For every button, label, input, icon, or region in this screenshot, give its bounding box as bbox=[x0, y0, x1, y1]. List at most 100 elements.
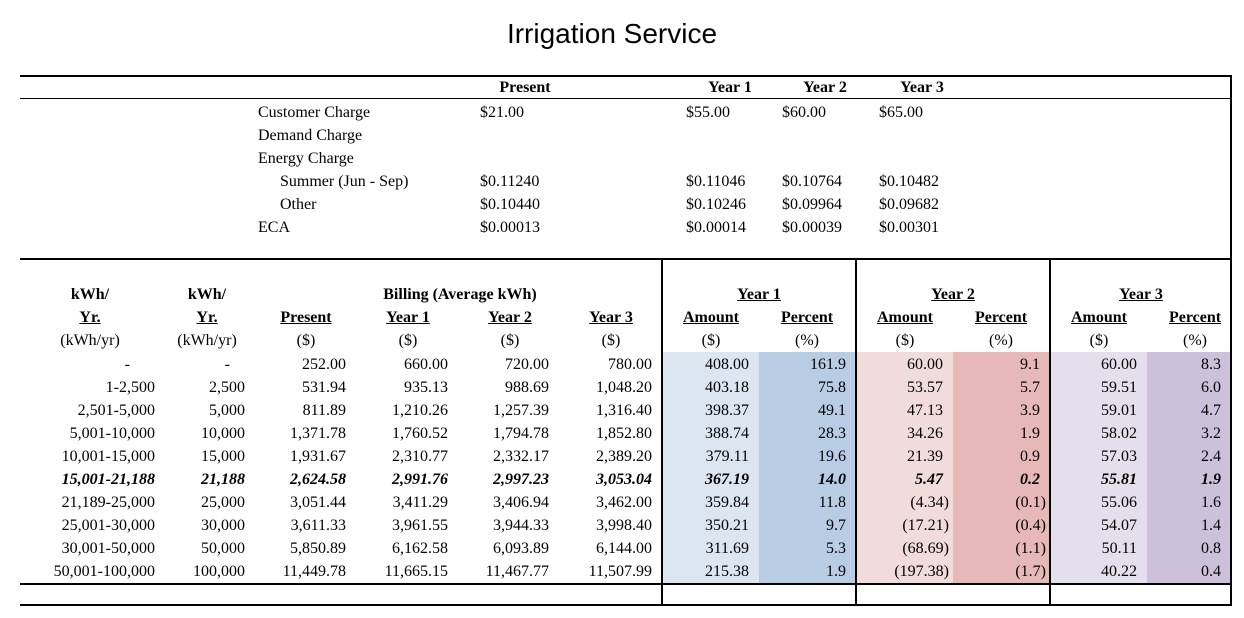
rate-value: $0.00039 bbox=[782, 219, 842, 236]
rate-row-label: Demand Charge bbox=[258, 127, 363, 144]
billing-cell-p1: 161.9 bbox=[810, 356, 846, 373]
billing-cell-present: 3,611.33 bbox=[290, 517, 346, 534]
billing-cell-y2: 11,467.77 bbox=[485, 563, 549, 580]
billing-cell-a3: 57.03 bbox=[1101, 448, 1137, 465]
divider-year2 bbox=[855, 258, 857, 606]
billing-cell-kwh: 5,000 bbox=[209, 402, 245, 419]
billing-cell-range: - bbox=[124, 356, 130, 373]
billing-cell-a2: 47.13 bbox=[907, 402, 943, 419]
billing-cell-present: 2,624.58 bbox=[290, 471, 346, 488]
billing-cell-a1: 359.84 bbox=[705, 494, 749, 511]
billing-cell-a1: 398.37 bbox=[705, 402, 749, 419]
billing-bottom-border-1 bbox=[20, 583, 1232, 585]
billing-cell-y3: 3,462.00 bbox=[596, 494, 652, 511]
billing-cell-a3: 58.02 bbox=[1101, 425, 1137, 442]
header-amount-unit: ($) bbox=[701, 332, 721, 349]
billing-cell-p3: 1.6 bbox=[1201, 494, 1221, 511]
rate-header-year3: Year 3 bbox=[900, 79, 944, 96]
rate-value: $0.09682 bbox=[879, 196, 939, 213]
header-percent-unit: (%) bbox=[795, 332, 819, 349]
billing-cell-range: 15,001-21,188 bbox=[61, 471, 155, 488]
billing-cell-a1: 350.21 bbox=[705, 517, 749, 534]
header-year3-unit: ($) bbox=[601, 332, 621, 349]
billing-cell-kwh: 30,000 bbox=[201, 517, 245, 534]
billing-cell-y2: 2,332.17 bbox=[493, 448, 549, 465]
billing-cell-y1: 2,991.76 bbox=[392, 471, 448, 488]
billing-cell-p3: 6.0 bbox=[1201, 379, 1221, 396]
header-amount: Amount bbox=[1070, 309, 1127, 326]
header-year3: Year 3 bbox=[589, 309, 633, 326]
billing-cell-a1: 403.18 bbox=[705, 379, 749, 396]
billing-cell-y1: 6,162.58 bbox=[392, 540, 448, 557]
header-change-year3: Year 3 bbox=[1119, 286, 1163, 303]
rate-header-year1: Year 1 bbox=[708, 79, 752, 96]
billing-cell-y2: 988.69 bbox=[505, 379, 549, 396]
billing-cell-p1: 14.0 bbox=[818, 471, 846, 488]
billing-cell-present: 252.00 bbox=[302, 356, 346, 373]
billing-cell-y2: 3,944.33 bbox=[493, 517, 549, 534]
billing-cell-a3: 59.51 bbox=[1101, 379, 1137, 396]
billing-cell-p2: (0.1) bbox=[1015, 494, 1046, 511]
divider-year1 bbox=[661, 258, 663, 606]
billing-right-border bbox=[1230, 258, 1232, 606]
billing-cell-p2: 0.9 bbox=[1020, 448, 1040, 465]
header-year1-unit: ($) bbox=[398, 332, 418, 349]
billing-cell-a2: 34.26 bbox=[907, 425, 943, 442]
header-year2-unit: ($) bbox=[500, 332, 520, 349]
billing-cell-y1: 2,310.77 bbox=[392, 448, 448, 465]
billing-cell-y3: 1,048.20 bbox=[596, 379, 652, 396]
billing-cell-y3: 780.00 bbox=[608, 356, 652, 373]
billing-cell-p3: 1.9 bbox=[1201, 471, 1221, 488]
billing-cell-a2: (68.69) bbox=[902, 540, 949, 557]
rate-value: $55.00 bbox=[686, 104, 730, 121]
header-year1: Year 1 bbox=[386, 309, 430, 326]
billing-cell-range: 25,001-30,000 bbox=[61, 517, 155, 534]
billing-cell-range: 2,501-5,000 bbox=[77, 402, 155, 419]
header-kwh-2-line2: Yr. bbox=[196, 309, 218, 326]
billing-cell-p2: (1.1) bbox=[1015, 540, 1046, 557]
rate-header-present: Present bbox=[499, 79, 551, 96]
billing-cell-p3: 4.7 bbox=[1201, 402, 1221, 419]
billing-cell-p1: 5.3 bbox=[826, 540, 846, 557]
billing-cell-present: 531.94 bbox=[302, 379, 346, 396]
rate-value: $0.10764 bbox=[782, 173, 842, 190]
billing-cell-p1: 28.3 bbox=[818, 425, 846, 442]
header-present: Present bbox=[280, 309, 332, 326]
rate-row-label: Other bbox=[280, 196, 317, 213]
rate-value: $0.09964 bbox=[782, 196, 842, 213]
billing-cell-y1: 3,411.29 bbox=[392, 494, 448, 511]
billing-cell-a1: 379.11 bbox=[705, 448, 749, 465]
billing-cell-a2: (197.38) bbox=[894, 563, 949, 580]
billing-cell-y1: 660.00 bbox=[404, 356, 448, 373]
cell-shading bbox=[953, 352, 1049, 583]
billing-cell-y2: 2,997.23 bbox=[493, 471, 549, 488]
rate-table-top-border bbox=[20, 75, 1232, 77]
header-kwh-1-line2: Yr. bbox=[79, 309, 101, 326]
rate-row-label: Energy Charge bbox=[258, 150, 354, 167]
billing-cell-y1: 1,760.52 bbox=[392, 425, 448, 442]
billing-cell-p3: 2.4 bbox=[1201, 448, 1221, 465]
billing-cell-range: 5,001-10,000 bbox=[69, 425, 155, 442]
header-percent-unit: (%) bbox=[1183, 332, 1207, 349]
billing-cell-y2: 1,257.39 bbox=[493, 402, 549, 419]
rate-table-bottom-border bbox=[20, 258, 1232, 260]
billing-cell-y2: 720.00 bbox=[505, 356, 549, 373]
header-kwh-2-line1: kWh/ bbox=[187, 286, 227, 303]
rate-value: $65.00 bbox=[879, 104, 923, 121]
billing-cell-y1: 1,210.26 bbox=[392, 402, 448, 419]
billing-cell-a2: 53.57 bbox=[907, 379, 943, 396]
billing-cell-kwh: 25,000 bbox=[201, 494, 245, 511]
billing-cell-a2: 5.47 bbox=[915, 471, 943, 488]
header-change-year1: Year 1 bbox=[737, 286, 781, 303]
billing-cell-p2: (0.4) bbox=[1015, 517, 1046, 534]
billing-cell-present: 5,850.89 bbox=[290, 540, 346, 557]
billing-cell-a2: (17.21) bbox=[902, 517, 949, 534]
billing-cell-a3: 55.06 bbox=[1101, 494, 1137, 511]
billing-cell-y3: 11,507.99 bbox=[588, 563, 652, 580]
header-kwh-1-line3: (kWh/yr) bbox=[60, 332, 120, 349]
billing-cell-a1: 408.00 bbox=[705, 356, 749, 373]
rate-row-label: Summer (Jun - Sep) bbox=[280, 173, 409, 190]
billing-cell-y3: 1,852.80 bbox=[596, 425, 652, 442]
billing-cell-range: 1-2,500 bbox=[105, 379, 155, 396]
header-amount: Amount bbox=[682, 309, 739, 326]
